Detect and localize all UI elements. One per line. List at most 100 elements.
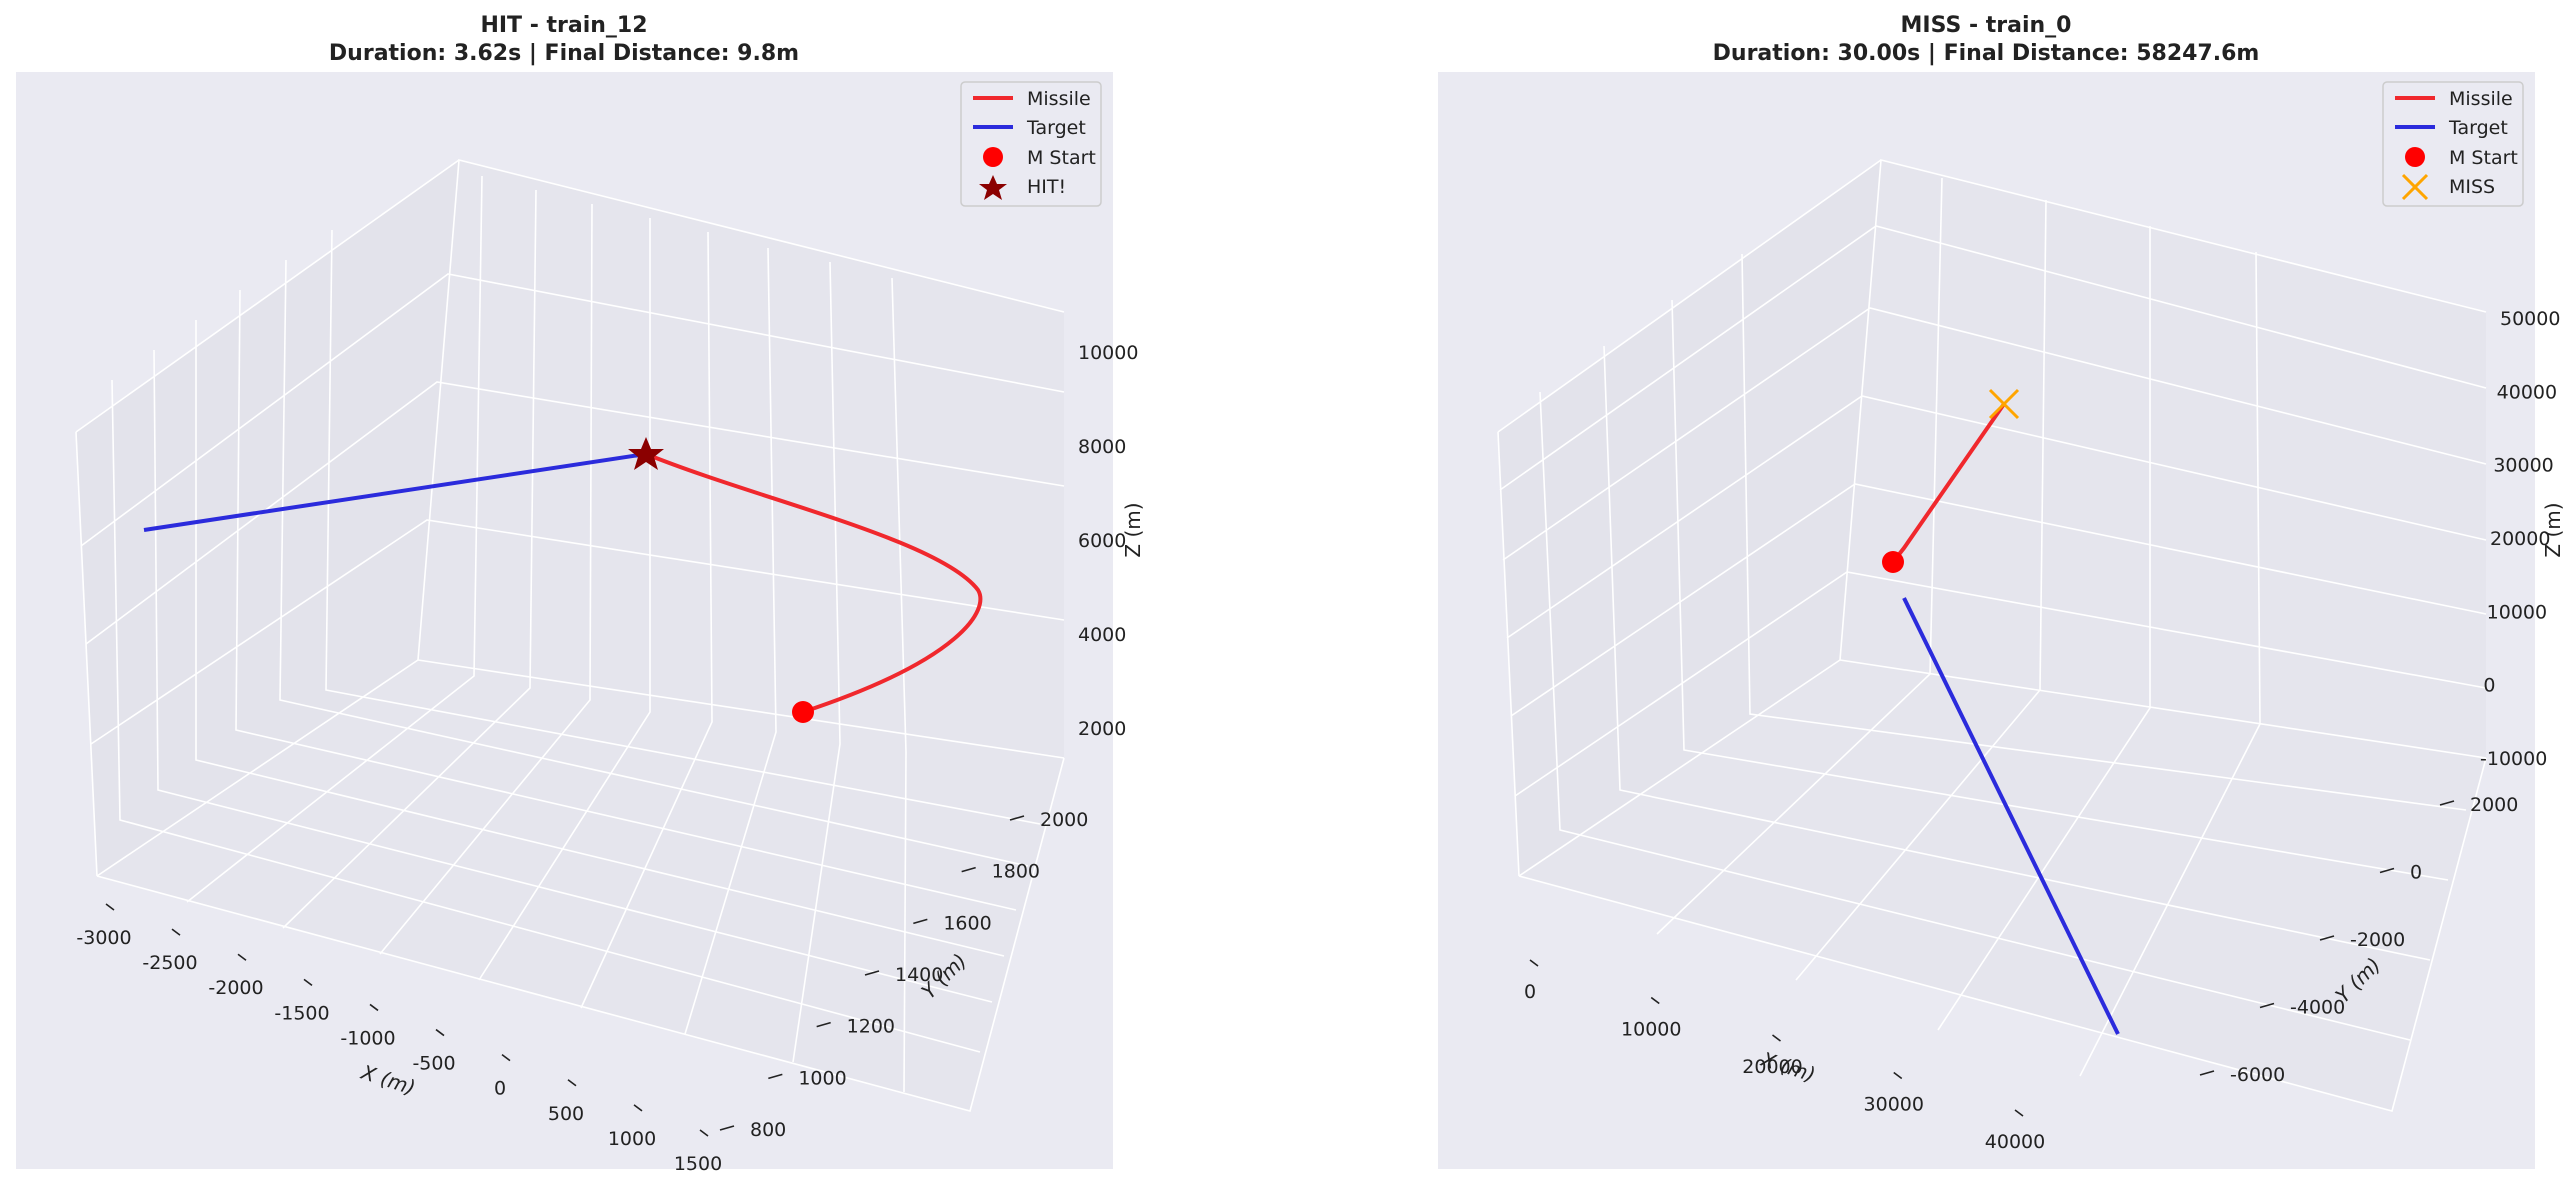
x-tick-label-left-mark <box>105 903 115 911</box>
missile-line-left <box>645 452 983 714</box>
x-tick-label-left: -1000 <box>340 1027 395 1049</box>
legend-box-right <box>2382 81 2524 207</box>
legend-right: Missile Target M Start MISS <box>2382 81 2524 207</box>
z-tick-label-right: 30000 <box>2493 455 2553 477</box>
panel-left: HIT - train_12 Duration: 3.62s | Final D… <box>16 13 1145 1175</box>
y-tick-label-left-mark <box>768 1073 783 1080</box>
x-tick-label-right: 40000 <box>1985 1131 2045 1153</box>
z-tick-label-right: -10000 <box>2480 748 2547 770</box>
chart-subtitle-right: Duration: 30.00s | Final Distance: 58247… <box>1713 41 2260 66</box>
legend-miss-swatch <box>2401 173 2429 201</box>
target-line-left <box>143 452 647 532</box>
m-start-marker-left <box>792 701 814 723</box>
y-tick-label-right: -2000 <box>2350 929 2405 951</box>
x-tick-label-left-mark <box>435 1028 445 1037</box>
y-tick-label-left: 1800 <box>992 861 1040 883</box>
legend-mstart-swatch-right <box>2405 147 2425 167</box>
grid-right <box>1497 158 2487 1112</box>
x-tick-label-left: -3000 <box>76 927 131 949</box>
x-tick-label-right: 0 <box>1524 981 1536 1003</box>
z-tick-label-right: 20000 <box>2490 528 2550 550</box>
y-tick-label-right: -6000 <box>2230 1064 2285 1086</box>
y-tick-label-right: 0 <box>2410 862 2422 884</box>
x-tick-label-right: 20000 <box>1742 1056 1802 1078</box>
side-wall-right <box>1498 160 1881 876</box>
back-wall-right <box>1840 160 2486 758</box>
legend-missile-label: Missile <box>1027 88 1091 110</box>
x-tick-label-right-mark <box>1893 1071 1903 1080</box>
y-tick-label-left: 1000 <box>798 1067 846 1089</box>
axis-ticks-left: -3000 -2500 -2000 -1500 -1000 -500 0 500 1000 150… <box>76 342 1138 1175</box>
x-tick-label-left: 1500 <box>674 1153 722 1175</box>
x-tick-label-left-mark <box>501 1054 511 1062</box>
x-tick-label-left-mark <box>369 1003 379 1012</box>
miss-marker-right <box>1988 388 2020 420</box>
floor-pane-left <box>97 660 1064 1111</box>
chart-title-right: MISS - train_0 <box>1901 13 2072 38</box>
legend-box-left <box>960 81 1102 207</box>
z-tick-label-right: 0 <box>2483 675 2495 697</box>
z-axis-label-left: Z (m) <box>1121 502 1145 557</box>
x-tick-label-left: -2000 <box>208 977 263 999</box>
z-tick-label-left: 4000 <box>1078 624 1126 646</box>
y-tick-label-left: 2000 <box>1040 809 1088 831</box>
z-tick-label-right: 10000 <box>2487 601 2547 623</box>
x-tick-label-right-mark <box>1772 1034 1781 1042</box>
x-tick-label-left: 1000 <box>608 1128 656 1150</box>
m-start-marker-right <box>1882 551 1904 573</box>
legend-target-label: Target <box>1026 117 1086 139</box>
target-line-right <box>1902 597 2120 1035</box>
x-tick-label-left: 0 <box>494 1078 506 1100</box>
legend-target-label-right: Target <box>2448 117 2508 139</box>
y-tick-label-left: 1200 <box>847 1016 895 1038</box>
y-tick-label-right: -4000 <box>2290 997 2345 1019</box>
y-tick-label-left: 1600 <box>943 912 991 934</box>
chart-subtitle-left: Duration: 3.62s | Final Distance: 9.8m <box>329 41 799 66</box>
legend-mstart-swatch <box>983 147 1003 167</box>
axis-ticks-right: 0 10000 20000 30000 40000 -6000 -4000 -2000 0 200… <box>1524 308 2561 1153</box>
grid-left <box>75 158 1065 1112</box>
x-tick-label-left: -1500 <box>274 1002 329 1024</box>
y-tick-label-left-mark <box>816 1021 831 1028</box>
side-wall-left <box>76 160 459 876</box>
hit-marker-left <box>628 437 664 470</box>
y-tick-label-left-mark <box>719 1125 735 1131</box>
y-tick-label-right-mark <box>2319 935 2335 941</box>
x-tick-label-left-mark <box>171 928 181 936</box>
legend-missile-label-right: Missile <box>2449 88 2513 110</box>
legend-hit-swatch <box>979 175 1007 200</box>
y-tick-label-right-mark <box>2439 800 2455 806</box>
y-tick-label-left-mark <box>864 970 880 976</box>
z-axis-label-right: Z (m) <box>2541 502 2565 557</box>
z-tick-label-right: 40000 <box>2497 381 2557 403</box>
y-tick-label-left-mark <box>961 866 976 873</box>
legend-miss-label: MISS <box>2449 176 2495 198</box>
y-tick-label-right-mark <box>2259 1002 2275 1009</box>
z-tick-label-left: 10000 <box>1078 342 1138 364</box>
panel-right: MISS - train_0 Duration: 30.00s | Final … <box>1438 13 2565 1169</box>
chart-title-left: HIT - train_12 <box>480 13 647 38</box>
x-tick-label-right-mark <box>1529 959 1539 967</box>
x-tick-label-left-mark <box>699 1129 709 1137</box>
z-tick-label-left: 2000 <box>1078 718 1126 740</box>
x-tick-label-right: 10000 <box>1621 1019 1681 1041</box>
x-tick-label-left: 500 <box>548 1103 584 1125</box>
x-tick-label-right-mark <box>1650 996 1660 1005</box>
x-tick-label-right: 30000 <box>1864 1094 1924 1116</box>
legend-mstart-label-right: M Start <box>2449 147 2518 169</box>
x-tick-label-left-mark <box>567 1079 577 1087</box>
x-tick-label-left-mark <box>237 953 247 961</box>
x-tick-label-left-mark <box>633 1104 643 1112</box>
y-tick-label-left-mark <box>913 918 928 925</box>
z-tick-label-right: 50000 <box>2500 308 2560 330</box>
legend-mstart-label: M Start <box>1027 147 1096 169</box>
legend-hit-label: HIT! <box>1027 176 1066 198</box>
x-tick-label-right-mark <box>2014 1109 2024 1117</box>
legend-left: Missile Target M Start HIT! <box>960 81 1102 207</box>
z-tick-label-left: 6000 <box>1078 530 1126 552</box>
y-tick-label-right-mark <box>2379 867 2395 874</box>
y-tick-label-left-mark <box>1009 815 1025 821</box>
x-tick-label-left-mark <box>303 978 313 986</box>
y-tick-label-left: 1400 <box>895 964 943 986</box>
